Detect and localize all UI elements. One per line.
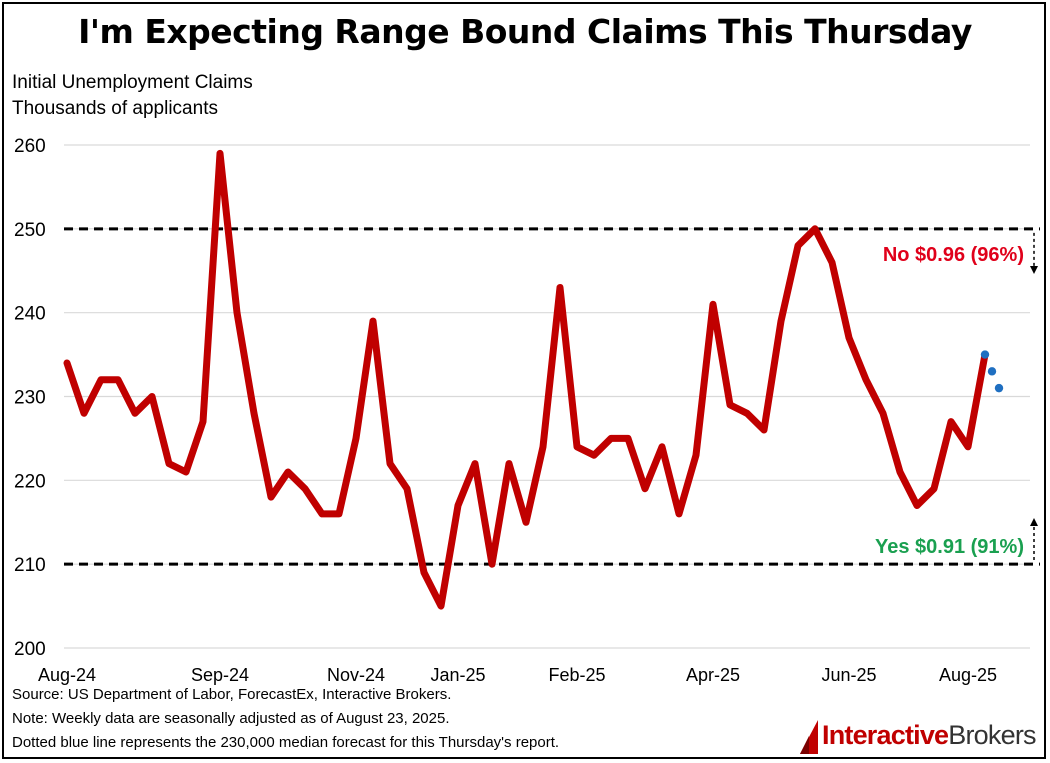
claims-point-19 xyxy=(389,462,391,465)
claims-point-47 xyxy=(865,378,867,381)
annotations: No $0.96 (96%) Yes $0.91 (91%) xyxy=(875,232,1038,561)
claims-point-31 xyxy=(593,454,595,456)
x-tick-Nov-24: Nov-24 xyxy=(327,665,385,685)
claims-point-14 xyxy=(304,487,306,490)
claims-point-25 xyxy=(491,563,493,565)
claims-point-1 xyxy=(83,412,85,415)
claims-point-9 xyxy=(219,152,221,155)
logo-icon xyxy=(800,720,818,754)
y-tick-200: 200 xyxy=(14,639,46,660)
y-axis-unit: Thousands of applicants xyxy=(12,98,218,119)
yes-range-arrowhead xyxy=(1030,518,1038,526)
yes-price-label: Yes $0.91 (91%) xyxy=(875,536,1024,558)
claims-point-6 xyxy=(168,462,170,465)
x-tick-labels: Aug-24 Sep-24 Nov-24 Jan-25 Feb-25 Apr-25 Jun-… xyxy=(38,665,997,685)
claims-point-28 xyxy=(542,446,544,448)
data-note: Note: Weekly data are seasonally adjuste… xyxy=(12,710,450,727)
claims-point-45 xyxy=(831,261,833,264)
x-tick-Feb-25: Feb-25 xyxy=(548,665,605,685)
claims-point-39 xyxy=(729,404,731,406)
claims-point-8 xyxy=(202,420,204,423)
series-layer xyxy=(63,149,1004,610)
claims-point-11 xyxy=(253,412,255,415)
claims-point-32 xyxy=(610,437,612,440)
forecast-point-0 xyxy=(980,350,990,359)
x-tick-Jan-25: Jan-25 xyxy=(430,665,485,685)
y-tick-240: 240 xyxy=(14,304,46,325)
range-bounds xyxy=(64,227,1040,566)
claims-point-10 xyxy=(236,311,238,314)
no-range-arrowhead xyxy=(1030,266,1038,274)
claims-point-51 xyxy=(933,487,935,490)
y-tick-220: 220 xyxy=(14,471,46,492)
claims-point-42 xyxy=(780,320,782,322)
y-tick-260: 260 xyxy=(14,136,46,157)
forecast-point-1 xyxy=(987,367,997,376)
x-tick-Aug-24: Aug-24 xyxy=(38,665,96,685)
y-axis-title: Initial Unemployment Claims xyxy=(12,72,253,93)
y-tick-210: 210 xyxy=(14,555,46,576)
x-tick-Sep-24: Sep-24 xyxy=(191,665,249,685)
x-tick-Jun-25: Jun-25 xyxy=(821,665,876,685)
claims-point-23 xyxy=(457,504,459,507)
claims-point-18 xyxy=(372,320,374,322)
forecast-point-2 xyxy=(994,383,1004,393)
source-note: Source: US Department of Labor, Forecast… xyxy=(12,686,452,703)
claims-point-37 xyxy=(695,454,697,456)
y-tick-labels: 200 210 220 230 240 250 260 xyxy=(14,136,46,660)
claims-point-2 xyxy=(100,378,102,381)
claims-point-53 xyxy=(967,446,969,448)
claims-point-7 xyxy=(185,471,187,473)
gridlines xyxy=(64,144,1030,649)
chart-title: I'm Expecting Range Bound Claims This Th… xyxy=(78,12,972,51)
claims-point-34 xyxy=(644,487,646,490)
y-tick-250: 250 xyxy=(14,220,46,241)
claims-point-22 xyxy=(440,605,442,607)
claims-point-4 xyxy=(134,412,136,415)
claims-point-52 xyxy=(950,420,952,423)
claims-point-30 xyxy=(576,446,578,448)
claims-point-24 xyxy=(474,462,476,465)
claims-point-27 xyxy=(525,521,527,524)
interactive-brokers-logo: InteractiveBrokers xyxy=(796,714,1046,758)
claims-point-35 xyxy=(661,446,663,448)
claims-point-43 xyxy=(797,244,799,247)
claims-point-26 xyxy=(508,462,510,465)
claims-point-40 xyxy=(746,412,748,415)
claims-point-50 xyxy=(916,504,918,507)
logo-wordmark: InteractiveBrokers xyxy=(822,720,1037,750)
claims-point-20 xyxy=(406,487,408,490)
claims-point-15 xyxy=(321,513,323,515)
claims-series-line xyxy=(63,149,989,610)
claims-point-46 xyxy=(848,337,850,339)
claims-point-38 xyxy=(712,303,714,306)
claims-point-44 xyxy=(814,228,816,230)
claims-point-16 xyxy=(338,513,340,515)
y-tick-230: 230 xyxy=(14,388,46,409)
claims-point-21 xyxy=(423,571,425,574)
forecast-note: Dotted blue line represents the 230,000 … xyxy=(12,734,560,751)
claims-point-36 xyxy=(678,513,680,515)
claims-point-41 xyxy=(763,429,765,431)
claims-point-12 xyxy=(270,496,272,498)
claims-point-17 xyxy=(355,437,357,440)
claims-point-3 xyxy=(117,378,119,381)
claims-point-49 xyxy=(899,471,901,473)
claims-point-5 xyxy=(151,395,153,398)
claims-point-29 xyxy=(559,286,561,289)
no-price-label: No $0.96 (96%) xyxy=(883,244,1024,266)
claims-point-0 xyxy=(66,362,68,364)
x-tick-Apr-25: Apr-25 xyxy=(686,665,740,685)
claims-point-48 xyxy=(882,412,884,415)
claims-point-13 xyxy=(287,471,289,473)
x-tick-Aug-25: Aug-25 xyxy=(939,665,997,685)
claims-point-33 xyxy=(627,437,629,440)
